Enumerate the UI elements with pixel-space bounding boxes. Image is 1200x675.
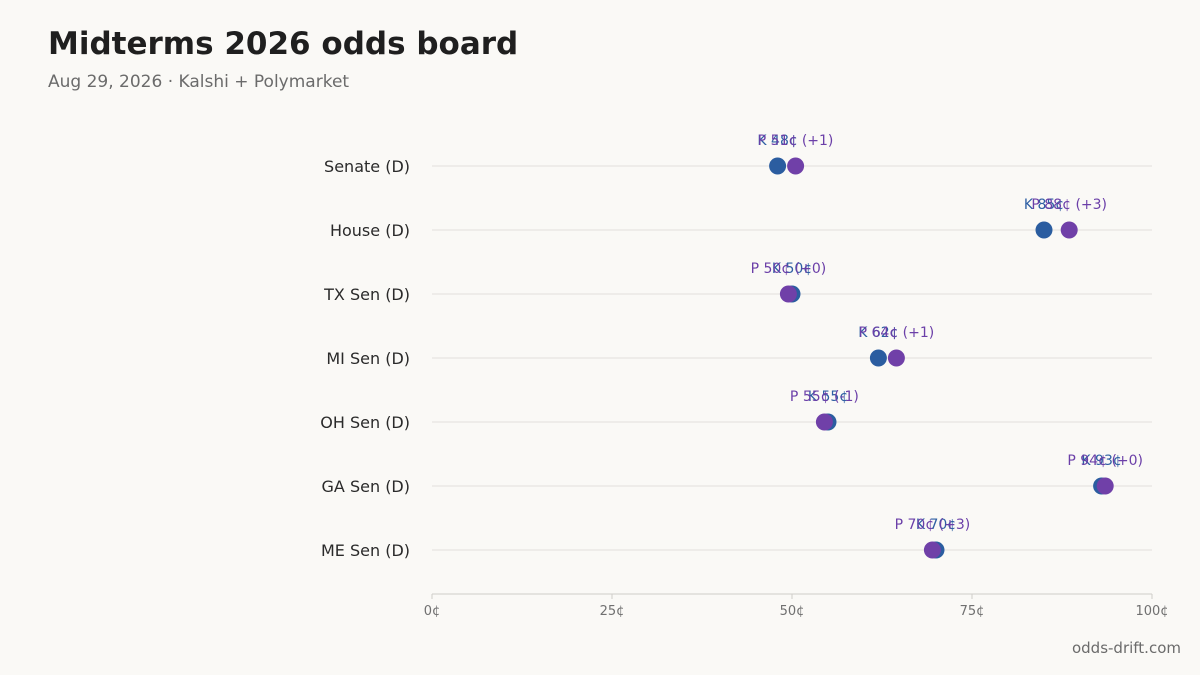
polymarket-point [923, 541, 941, 559]
row-label: GA Sen (D) [322, 477, 410, 496]
polymarket-point [887, 349, 905, 367]
polymarket-value-label: P 70¢ (+3) [895, 517, 971, 533]
kalshi-value-label: K 50¢ [772, 261, 812, 277]
row-label: ME Sen (D) [321, 541, 410, 560]
kalshi-point [769, 157, 787, 175]
polymarket-value-label: P 64¢ (+1) [859, 325, 935, 341]
row-label: Senate (D) [324, 157, 410, 176]
kalshi-value-label: K 48¢ [757, 133, 797, 149]
row-label: House (D) [330, 221, 410, 240]
page-subtitle: Aug 29, 2026 · Kalshi + Polymarket [48, 72, 350, 92]
x-tick-label: 0¢ [424, 604, 441, 619]
kalshi-value-label: K 85¢ [1024, 197, 1064, 213]
kalshi-point [1035, 221, 1053, 239]
row-label: MI Sen (D) [326, 349, 410, 368]
polymarket-point [787, 157, 805, 175]
polymarket-value-label: P 55¢ (-1) [790, 389, 859, 405]
row-label: TX Sen (D) [323, 285, 410, 304]
polymarket-point [779, 285, 797, 303]
kalshi-point [869, 349, 887, 367]
x-tick-label: 75¢ [960, 604, 985, 619]
polymarket-value-label: P 51¢ (+1) [758, 133, 834, 149]
x-tick-label: 25¢ [600, 604, 625, 619]
polymarket-value-label: P 94¢ (+0) [1067, 453, 1143, 469]
polymarket-point [1060, 221, 1078, 239]
kalshi-value-label: K 62¢ [858, 325, 898, 341]
row-label: OH Sen (D) [320, 413, 410, 432]
x-tick-label: 50¢ [780, 604, 805, 619]
x-tick-label: 100¢ [1135, 604, 1168, 619]
kalshi-value-label: K 70¢ [916, 517, 956, 533]
polymarket-value-label: P 50¢ (+0) [751, 261, 827, 277]
polymarket-point [1096, 477, 1114, 495]
kalshi-value-label: K 93¢ [1081, 453, 1121, 469]
source-credit: odds-drift.com [1071, 639, 1181, 657]
page-title: Midterms 2026 odds board [48, 26, 519, 62]
polymarket-point [815, 413, 833, 431]
kalshi-value-label: K 55¢ [808, 389, 848, 405]
polymarket-value-label: P 88¢ (+3) [1031, 197, 1107, 213]
